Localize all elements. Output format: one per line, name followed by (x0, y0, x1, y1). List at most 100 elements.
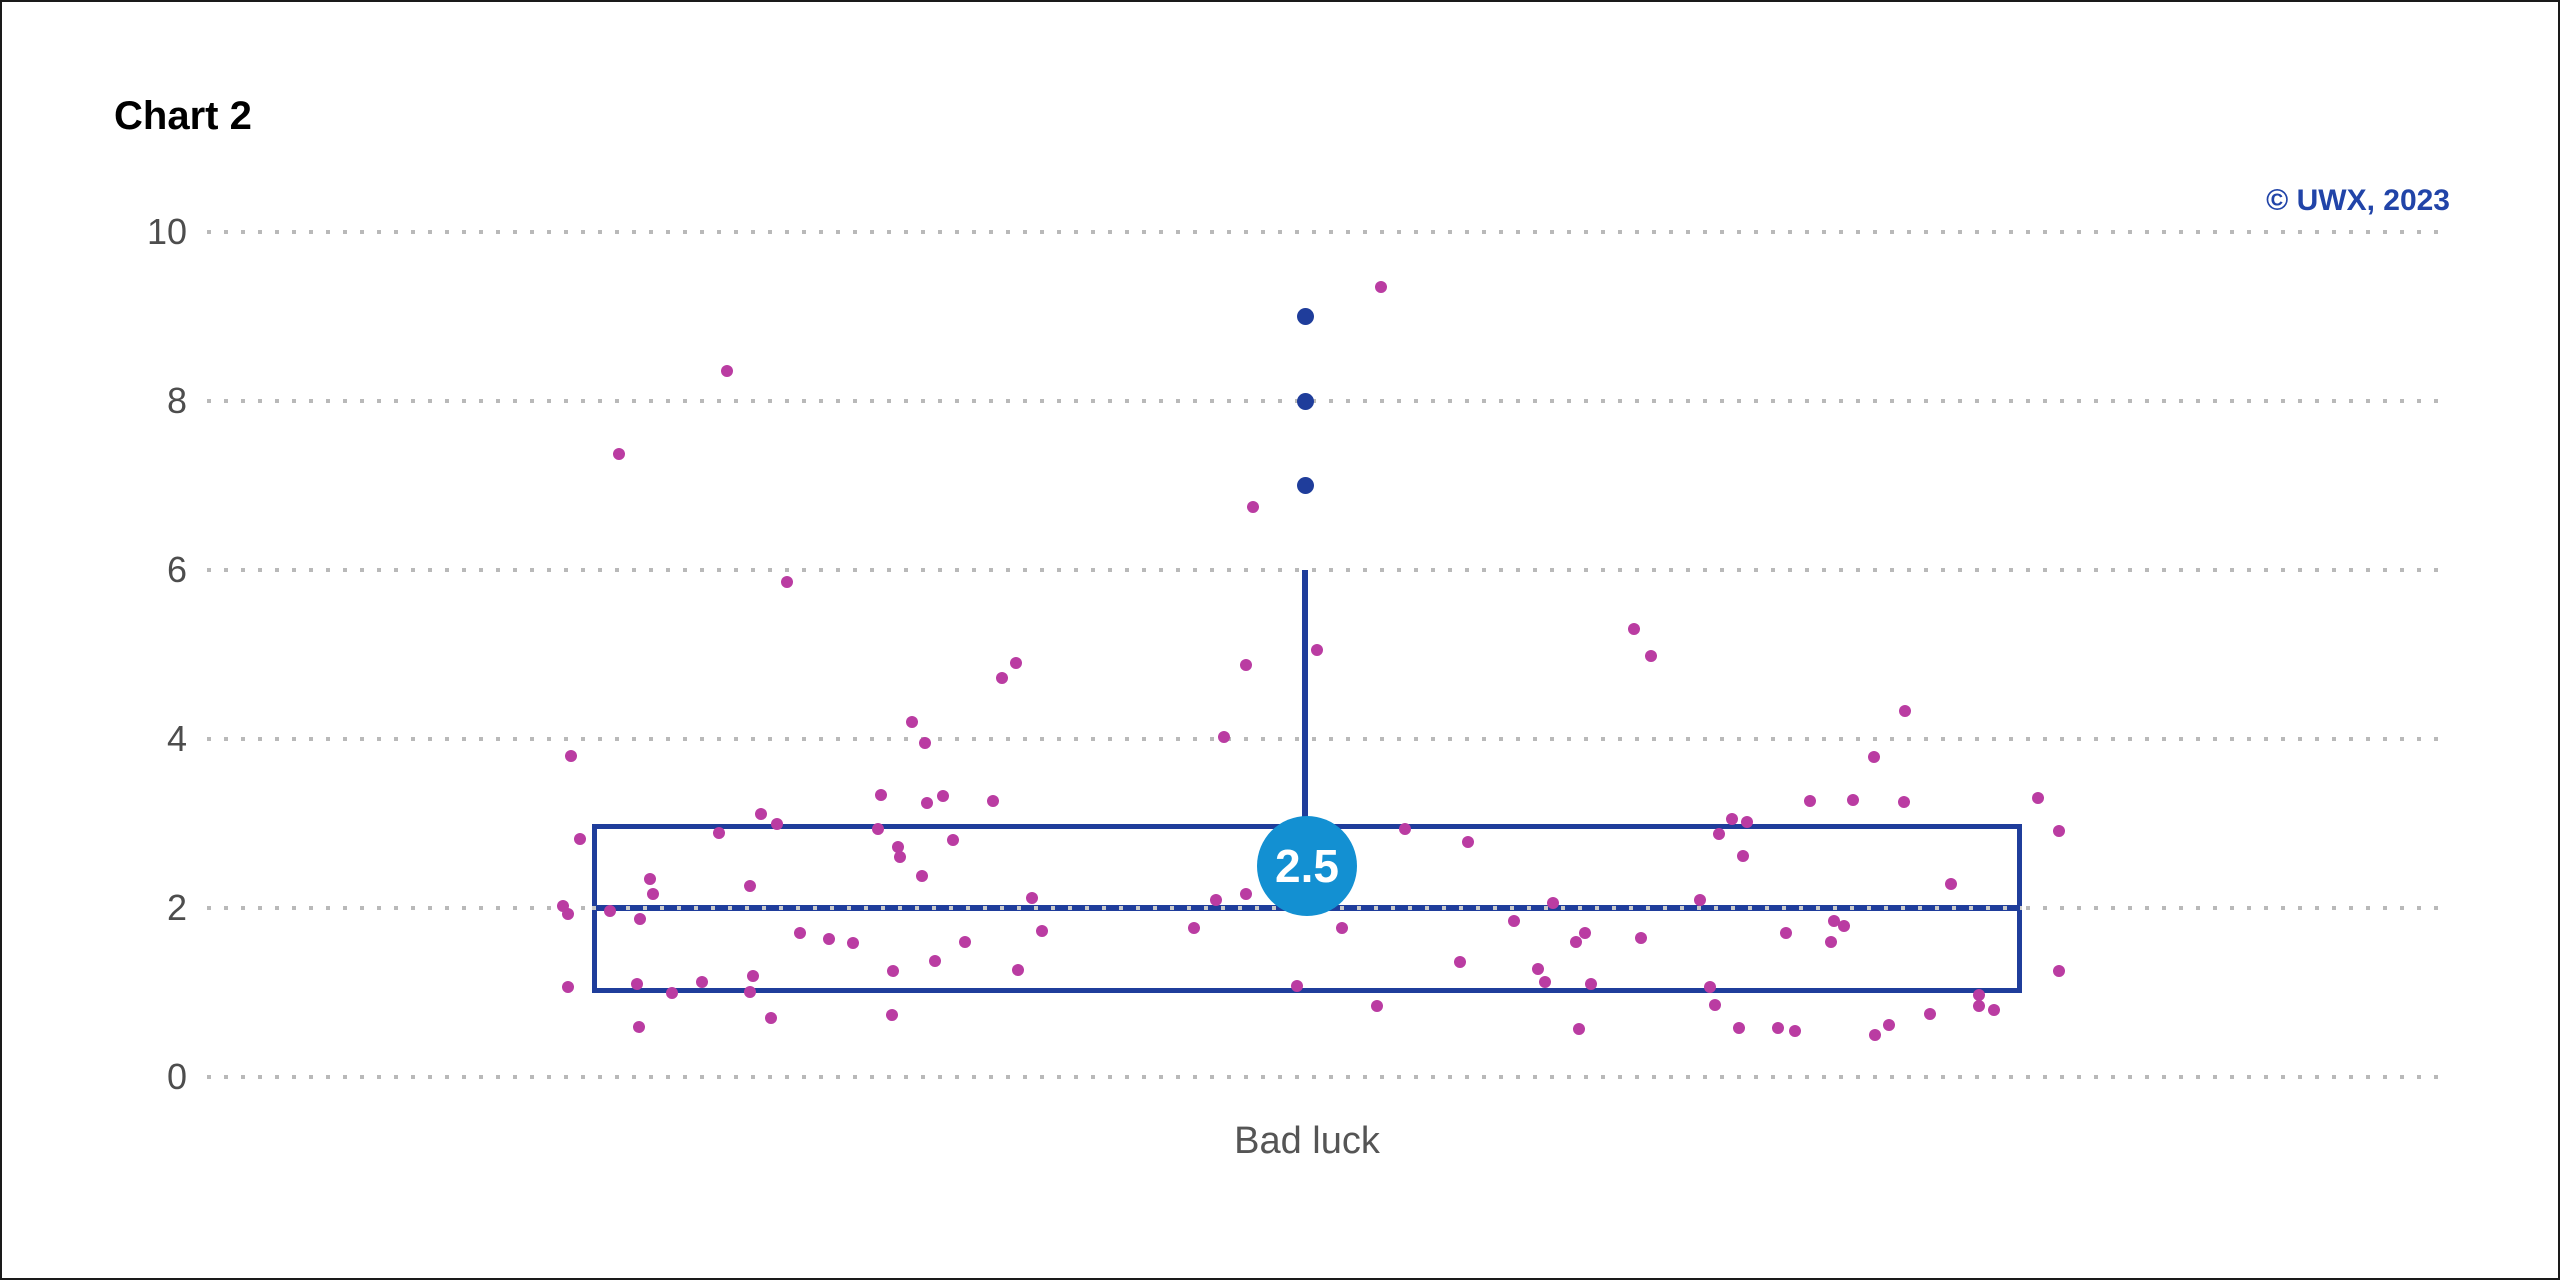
mean-badge: 2.5 (1257, 815, 1357, 916)
data-point (1012, 963, 1024, 976)
data-point (1945, 878, 1957, 891)
data-point (755, 808, 767, 821)
y-gridline (207, 230, 2447, 234)
data-point (1311, 644, 1323, 657)
y-axis-tick-label: 4 (166, 718, 187, 759)
data-point (1741, 815, 1753, 828)
data-point (634, 912, 646, 925)
data-point (937, 790, 949, 803)
data-point (1218, 731, 1230, 744)
data-point (562, 907, 574, 920)
data-point (1026, 891, 1038, 904)
data-point (1210, 893, 1222, 906)
data-point (2053, 825, 2065, 838)
data-point (916, 869, 928, 882)
y-gridline (207, 399, 2447, 403)
data-point (1973, 989, 1985, 1002)
data-point (1585, 978, 1597, 991)
data-point (1036, 924, 1048, 937)
data-point (1737, 849, 1749, 862)
data-point (996, 672, 1008, 685)
data-point (744, 985, 756, 998)
data-point (919, 737, 931, 750)
data-point (847, 937, 859, 950)
data-point (1789, 1024, 1801, 1037)
data-point (1547, 896, 1559, 909)
data-point (1804, 794, 1816, 807)
chart-title: Chart 2 (114, 94, 252, 138)
data-point (1399, 823, 1411, 836)
outlier-point (1296, 308, 1314, 325)
data-point (1973, 1000, 1985, 1013)
data-point (613, 448, 625, 461)
data-point (1772, 1021, 1784, 1034)
data-point (1532, 962, 1544, 975)
data-point (1898, 796, 1910, 809)
data-point (1869, 1028, 1881, 1041)
data-point (1733, 1021, 1745, 1034)
data-point (1247, 500, 1259, 513)
data-point (604, 904, 616, 917)
data-point (1825, 935, 1837, 948)
data-point (1336, 922, 1348, 935)
data-point (1573, 1022, 1585, 1035)
outlier-point (1296, 477, 1314, 494)
data-point (1868, 750, 1880, 763)
data-point (875, 788, 887, 801)
data-point (1454, 956, 1466, 969)
x-axis-label: Bad luck (1234, 1120, 1380, 1162)
data-point (921, 797, 933, 810)
data-point (1645, 650, 1657, 663)
data-point (894, 851, 906, 864)
data-point (1726, 813, 1738, 826)
data-point (1240, 888, 1252, 901)
data-point (794, 926, 806, 939)
data-point (1709, 999, 1721, 1012)
data-point (823, 933, 835, 946)
y-gridline (207, 737, 2447, 741)
data-point (872, 823, 884, 836)
data-point (892, 841, 904, 854)
data-point (1628, 623, 1640, 636)
data-point (1508, 914, 1520, 927)
data-point (1988, 1004, 2000, 1017)
copyright-note: © UWX, 2023 (2266, 184, 2450, 217)
data-point (1010, 656, 1022, 669)
data-point (1635, 931, 1647, 944)
data-point (2032, 792, 2044, 805)
data-point (1240, 659, 1252, 672)
y-axis-tick-label: 2 (166, 887, 187, 928)
data-point (947, 834, 959, 847)
mean-badge-label: 2.5 (1275, 839, 1339, 892)
data-point (906, 716, 918, 729)
data-point (747, 969, 759, 982)
data-point (713, 826, 725, 839)
data-point (1375, 280, 1387, 293)
data-point (633, 1021, 645, 1034)
data-point (1847, 793, 1859, 806)
data-point (1462, 836, 1474, 849)
data-point (1899, 705, 1911, 718)
y-axis-tick-label: 10 (146, 211, 187, 252)
y-axis-tick-label: 0 (166, 1056, 187, 1097)
data-point (959, 935, 971, 948)
y-axis-tick-label: 8 (166, 380, 187, 421)
data-point (1713, 827, 1725, 840)
data-point (886, 1009, 898, 1022)
y-axis-tick-label: 6 (166, 549, 187, 590)
data-point (1704, 980, 1716, 993)
data-point (1780, 927, 1792, 940)
whisker-line (1302, 570, 1308, 824)
data-point (987, 794, 999, 807)
data-point (1579, 927, 1591, 940)
data-point (565, 749, 577, 762)
data-point (1694, 893, 1706, 906)
data-point (781, 575, 793, 588)
data-point (744, 880, 756, 893)
data-point (765, 1011, 777, 1024)
data-point (2053, 965, 2065, 978)
data-point (771, 817, 783, 830)
y-gridline (207, 568, 2447, 572)
data-point (562, 981, 574, 994)
